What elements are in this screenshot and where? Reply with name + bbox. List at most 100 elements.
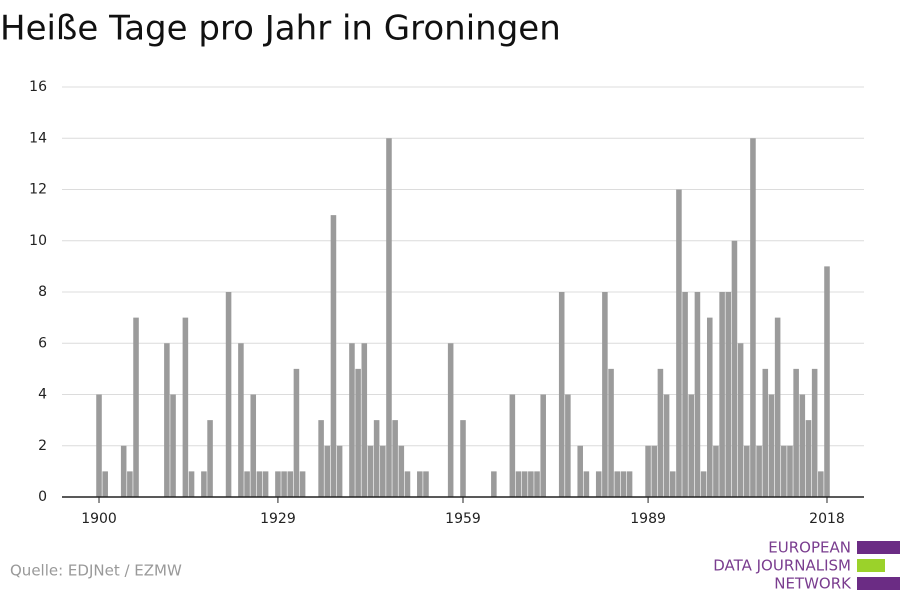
x-tick-label: 1959 bbox=[445, 511, 481, 527]
bar bbox=[534, 471, 540, 497]
logo: EUROPEAN DATA JOURNALISM NETWORK bbox=[713, 539, 900, 593]
y-tick-label: 10 bbox=[29, 233, 47, 249]
bar bbox=[595, 471, 602, 497]
bar bbox=[818, 471, 824, 497]
bar bbox=[398, 445, 405, 497]
logo-text: DATA JOURNALISM bbox=[713, 557, 851, 575]
bar bbox=[657, 368, 664, 497]
logo-bar bbox=[857, 541, 900, 554]
bar bbox=[170, 394, 176, 497]
y-tick-label: 12 bbox=[29, 182, 47, 198]
chart-title: Heiße Tage pro Jahr in Groningen bbox=[0, 9, 561, 49]
y-tick-label: 4 bbox=[38, 387, 47, 403]
bar bbox=[96, 394, 102, 497]
bar bbox=[805, 420, 812, 497]
bar bbox=[762, 368, 769, 497]
y-tick-label: 16 bbox=[29, 79, 47, 95]
bar bbox=[781, 445, 787, 497]
y-tick-label: 8 bbox=[38, 284, 47, 300]
bar bbox=[608, 368, 614, 497]
bar bbox=[558, 292, 565, 497]
bar bbox=[447, 343, 454, 497]
bar bbox=[250, 394, 257, 497]
logo-bar bbox=[857, 577, 900, 590]
x-tick-label: 2018 bbox=[809, 511, 845, 527]
y-tick-label: 6 bbox=[38, 335, 47, 351]
bar bbox=[373, 420, 380, 497]
bar bbox=[521, 471, 528, 497]
bar bbox=[262, 471, 269, 497]
bar bbox=[336, 445, 343, 497]
bar bbox=[404, 471, 411, 497]
bar bbox=[744, 445, 750, 497]
bar bbox=[256, 471, 263, 497]
bar bbox=[669, 471, 676, 497]
bar bbox=[287, 471, 294, 497]
bar bbox=[799, 394, 806, 497]
bar bbox=[127, 471, 133, 497]
bar bbox=[663, 394, 670, 497]
bar bbox=[207, 420, 213, 497]
bar bbox=[565, 394, 571, 497]
bar bbox=[120, 445, 127, 497]
bar bbox=[688, 394, 695, 497]
logo-text: NETWORK bbox=[774, 575, 852, 593]
bar bbox=[824, 266, 830, 497]
bar bbox=[281, 471, 287, 497]
bar bbox=[361, 343, 368, 497]
bar bbox=[750, 138, 756, 497]
bar bbox=[706, 317, 713, 497]
bar bbox=[225, 292, 232, 497]
bar bbox=[201, 471, 207, 497]
logo-text: EUROPEAN bbox=[768, 539, 851, 557]
bar bbox=[651, 445, 658, 497]
bar bbox=[583, 471, 590, 497]
bar bbox=[509, 394, 516, 497]
bar bbox=[133, 317, 139, 497]
bar bbox=[774, 317, 781, 497]
bar bbox=[620, 471, 627, 497]
bar bbox=[238, 343, 244, 497]
bar bbox=[676, 189, 682, 497]
bar bbox=[293, 368, 300, 497]
bar bbox=[719, 292, 725, 497]
bar bbox=[324, 445, 331, 497]
bar bbox=[768, 394, 775, 497]
bar bbox=[540, 394, 546, 497]
bar bbox=[737, 343, 744, 497]
bar bbox=[694, 292, 701, 497]
bar bbox=[386, 138, 392, 497]
bar bbox=[626, 471, 633, 497]
bar bbox=[756, 445, 762, 497]
bar bbox=[182, 317, 189, 497]
x-tick-label: 1900 bbox=[81, 511, 117, 527]
bar bbox=[417, 471, 423, 497]
bar bbox=[460, 420, 466, 497]
bar bbox=[528, 471, 534, 497]
x-tick-label: 1929 bbox=[260, 511, 296, 527]
bar bbox=[275, 471, 281, 497]
bar bbox=[367, 445, 374, 497]
logo-bar bbox=[857, 559, 885, 572]
bar bbox=[244, 471, 250, 497]
bar bbox=[725, 292, 732, 497]
bar bbox=[355, 368, 361, 497]
x-tick-label: 1989 bbox=[630, 511, 666, 527]
y-tick-label: 2 bbox=[38, 438, 47, 454]
bar bbox=[515, 471, 522, 497]
bar bbox=[811, 368, 818, 497]
bar bbox=[602, 292, 608, 497]
bar bbox=[700, 471, 707, 497]
bar bbox=[188, 471, 195, 497]
bar bbox=[380, 445, 386, 497]
bar bbox=[577, 445, 583, 497]
bar bbox=[349, 343, 355, 497]
bar bbox=[645, 445, 651, 497]
source: Quelle: EDJNet / EZMW bbox=[10, 562, 182, 580]
bar bbox=[299, 471, 306, 497]
bar bbox=[423, 471, 429, 497]
bar bbox=[330, 215, 337, 497]
y-tick-label: 14 bbox=[29, 130, 47, 146]
bar bbox=[491, 471, 497, 497]
